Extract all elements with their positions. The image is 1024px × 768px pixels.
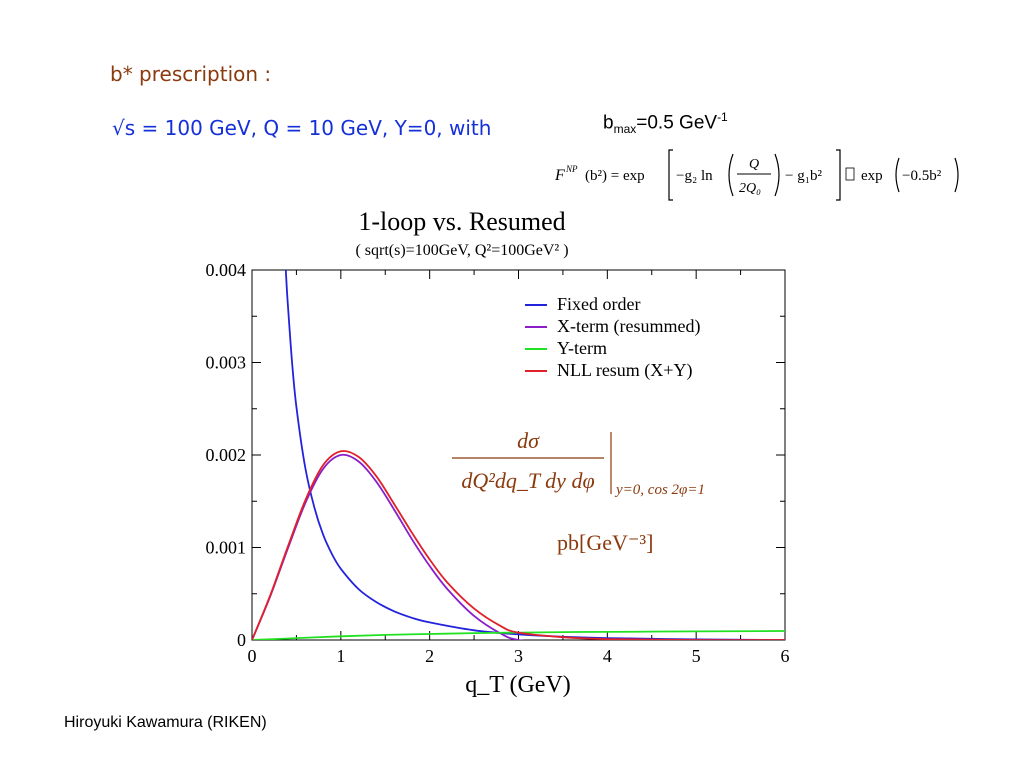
chart-title: 1-loop vs. Resumed [358, 207, 565, 236]
legend-label-x-term-resummed: X-term (resummed) [557, 316, 700, 337]
formula-right-paren [774, 153, 780, 197]
annotation-formula-denominator: dQ²dq_T dy dφ [461, 468, 594, 493]
legend-label-nll-resum-x-y: NLL resum (X+Y) [557, 360, 692, 381]
annotation-units: pb[GeV⁻³] [557, 530, 653, 555]
chart-subtitle: ( sqrt(s)=100GeV, Q²=100GeV² ) [355, 242, 568, 259]
legend-label-y-term: Y-term [557, 338, 607, 358]
legend-label-fixed-order: Fixed order [557, 294, 640, 314]
x-tick-label: 4 [603, 646, 612, 666]
formula-right-bracket [836, 149, 841, 201]
bmax-main: =0.5 GeV [636, 112, 718, 134]
formula-frac-den: 2Q₀ [739, 181, 761, 196]
x-tick-label: 5 [692, 646, 701, 666]
formula-left-bracket [668, 149, 673, 201]
series-line-y-term [252, 630, 785, 640]
formula-term2: − g₁b² [785, 168, 822, 184]
formula-lhs-sup: NP [565, 164, 578, 174]
series-line-nll-resum-x-y [252, 450, 785, 640]
series-line-fixed-order [284, 270, 785, 640]
annotation-condition: y=0, cos 2φ=1 [614, 482, 705, 498]
plot-area: 0 1 2 3 4 5 6 0 0.001 0.002 0.003 0.004 Fixed orderX… [206, 260, 790, 666]
formula-term1: −g₂ ln [676, 168, 713, 184]
formula-frac-num: Q [749, 157, 759, 172]
y-tick-label: 0.003 [206, 353, 247, 373]
parameters-line: √s = 100 GeV, Q = 10 GeV, Y=0, with [112, 116, 492, 140]
x-tick-label: 2 [425, 646, 434, 666]
x-axis-label: q_T (GeV) [465, 672, 571, 698]
x-tick-label: 1 [336, 646, 345, 666]
missing-glyph-box [845, 167, 855, 181]
formula-arg: (b²) = exp [585, 168, 645, 184]
bmax-sub: max [613, 122, 637, 137]
formula-rhs: exp [861, 168, 883, 184]
series-line-x-term-resummed [252, 453, 525, 640]
y-tick-label: 0 [237, 630, 246, 650]
bmax-sup: -1 [717, 110, 728, 124]
formula-rhs-left-paren [895, 157, 900, 193]
author-footer: Hiroyuki Kawamura (RIKEN) [64, 714, 267, 731]
x-tick-label: 3 [514, 646, 523, 666]
nonperturbative-formula: F NP (b²) = exp −g₂ ln Q 2Q₀ − g₁b² exp … [554, 149, 959, 201]
qt-distribution-chart: 1-loop vs. Resumed ( sqrt(s)=100GeV, Q²=… [206, 207, 790, 698]
formula-rhs-right-paren [954, 157, 959, 193]
x-tick-label: 6 [781, 646, 790, 666]
bmax-base: b [603, 112, 614, 134]
formula-rhs-arg: −0.5b² [902, 168, 942, 184]
y-tick-label: 0.002 [206, 445, 247, 465]
formula-lhs: F [554, 167, 565, 184]
x-tick-label: 0 [248, 646, 257, 666]
bmax-value: bmax=0.5 GeV-1 [603, 110, 728, 136]
annotation-formula-numerator: dσ [517, 428, 540, 453]
y-tick-label: 0.004 [206, 260, 247, 280]
formula-left-paren [728, 153, 734, 197]
slide-heading: b* prescription : [110, 62, 272, 86]
y-tick-label: 0.001 [206, 538, 247, 558]
